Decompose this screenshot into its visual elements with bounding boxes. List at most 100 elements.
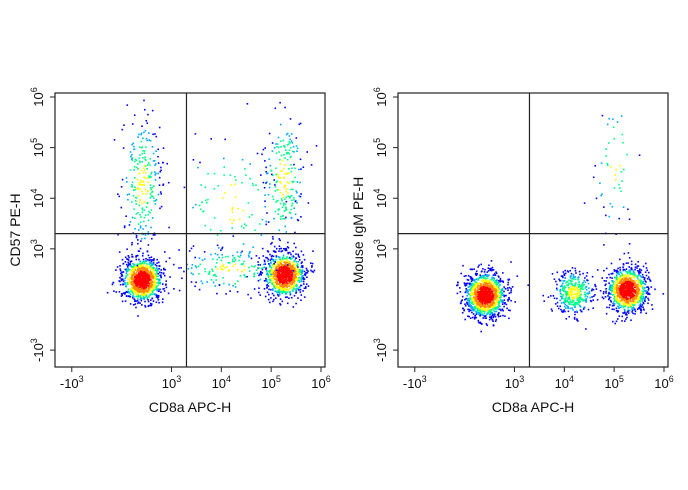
event-dot — [152, 133, 154, 136]
event-dot — [582, 300, 585, 302]
event-dot — [576, 318, 578, 320]
event-dot — [212, 274, 215, 277]
event-dot — [271, 292, 274, 295]
event-dot — [142, 292, 145, 294]
event-dot — [143, 297, 145, 300]
event-dot — [143, 281, 145, 284]
event-dot — [281, 287, 284, 290]
event-dot — [147, 269, 149, 272]
event-dot — [492, 324, 495, 327]
event-dot — [626, 300, 628, 303]
event-dot — [266, 285, 268, 287]
event-dot — [281, 283, 284, 286]
event-dot — [491, 292, 494, 295]
event-dot — [272, 264, 275, 266]
event-dot — [473, 298, 476, 301]
event-dot — [475, 278, 478, 280]
event-dot — [457, 281, 459, 284]
event-dot — [154, 278, 156, 280]
event-dot — [290, 277, 293, 279]
event-dot — [637, 295, 640, 298]
event-dot — [144, 269, 147, 272]
event-dot — [145, 295, 148, 298]
event-dot — [287, 265, 290, 267]
event-dot — [510, 299, 512, 302]
event-dot — [112, 281, 114, 284]
event-dot — [139, 262, 141, 264]
event-dot — [633, 304, 636, 306]
event-dot — [270, 173, 273, 176]
event-dot — [152, 285, 155, 288]
event-dot — [629, 269, 631, 271]
event-dot — [632, 293, 635, 296]
event-dot — [224, 138, 226, 141]
event-dot — [582, 272, 584, 275]
event-dot — [202, 210, 204, 213]
event-dot — [234, 286, 237, 288]
event-dot — [633, 281, 636, 284]
event-dot — [155, 150, 157, 152]
event-dot — [290, 208, 293, 211]
event-dot — [489, 302, 492, 304]
event-dot — [485, 302, 487, 304]
event-dot — [142, 290, 145, 293]
event-dot — [141, 207, 144, 209]
event-dot — [294, 213, 297, 216]
event-dot — [297, 219, 300, 222]
event-dot — [483, 290, 485, 293]
event-dot — [151, 291, 154, 293]
event-dot — [279, 163, 282, 165]
event-dot — [611, 272, 614, 275]
event-dot — [148, 283, 150, 285]
event-dot — [564, 310, 566, 313]
event-dot — [483, 305, 486, 307]
event-dot — [622, 275, 625, 278]
event-dot — [149, 140, 152, 142]
event-dot — [250, 257, 253, 260]
event-dot — [630, 280, 632, 282]
event-dot — [495, 293, 497, 295]
event-dot — [501, 292, 504, 294]
event-dot — [139, 298, 142, 301]
event-dot — [241, 158, 244, 161]
event-dot — [155, 198, 158, 201]
event-dot — [315, 145, 318, 147]
event-dot — [298, 195, 300, 197]
event-dot — [276, 261, 278, 264]
event-dot — [620, 279, 623, 281]
event-dot — [221, 253, 223, 256]
event-dot — [466, 301, 468, 304]
event-dot — [280, 290, 282, 293]
event-dot — [227, 255, 229, 258]
event-dot — [301, 275, 304, 277]
event-dot — [152, 152, 155, 155]
event-dot — [473, 291, 476, 294]
event-dot — [201, 259, 204, 261]
event-dot — [578, 289, 581, 291]
event-dot — [468, 315, 470, 318]
event-dot — [282, 204, 285, 206]
event-dot — [485, 278, 487, 280]
event-dot — [152, 195, 154, 198]
event-dot — [585, 328, 587, 330]
event-dot — [612, 320, 614, 323]
event-dot — [145, 120, 148, 122]
event-dot — [289, 275, 291, 277]
event-dot — [485, 317, 487, 319]
event-dot — [121, 294, 123, 296]
event-dot — [257, 272, 259, 275]
event-dot — [483, 271, 486, 273]
event-dot — [265, 279, 268, 281]
event-dot — [617, 305, 620, 308]
event-dot — [210, 279, 213, 281]
event-dot — [200, 184, 202, 186]
event-dot — [142, 283, 144, 285]
event-dot — [147, 290, 149, 292]
y-tick-label: 103 — [29, 239, 46, 258]
event-dot — [147, 190, 149, 192]
event-dot — [159, 170, 161, 173]
event-dot — [160, 272, 163, 274]
event-dot — [293, 294, 296, 297]
event-dot — [482, 295, 484, 297]
event-dot — [607, 295, 609, 297]
